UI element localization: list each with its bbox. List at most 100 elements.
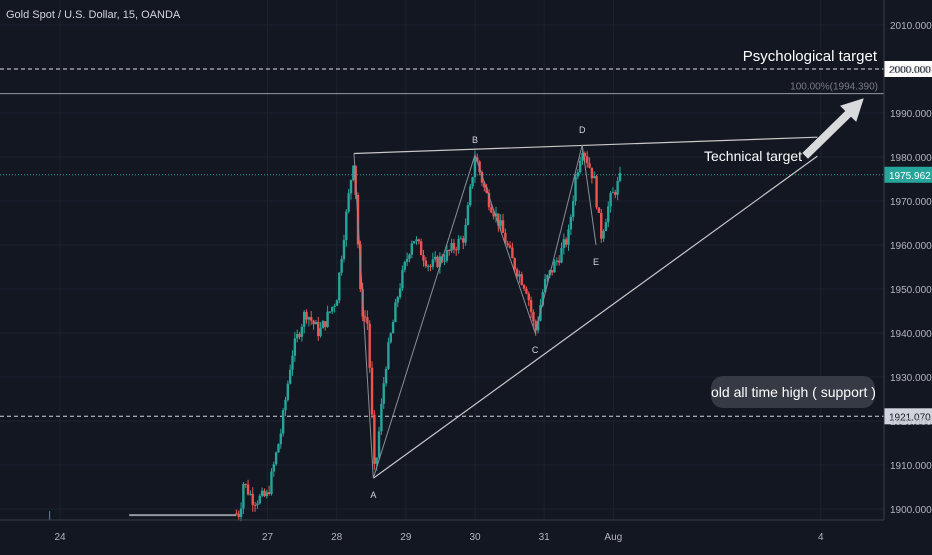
candle-body [256, 503, 259, 506]
candle-body [455, 249, 458, 251]
candle-body [487, 192, 491, 208]
candle-body [419, 241, 423, 256]
candle-body [267, 492, 271, 494]
current-price-label: 1975.962 [889, 171, 931, 182]
candle-body [412, 241, 416, 244]
candle-body [333, 305, 336, 307]
candle-body [436, 256, 439, 268]
y-tick-label: 1970.000 [890, 197, 932, 208]
candle-body [349, 180, 353, 194]
symbol-title: Gold Spot / U.S. Dollar, 15, OANDA [6, 9, 181, 21]
candle-body [387, 342, 390, 369]
x-tick-label: 27 [262, 532, 274, 543]
candle-body [422, 255, 425, 261]
support-note-bubble[interactable]: old all time high ( support ) [711, 376, 876, 408]
x-tick-label: 24 [54, 532, 66, 543]
candle-body [253, 504, 257, 506]
candle-body [426, 265, 430, 267]
candle-body [541, 292, 544, 306]
candle-body [614, 192, 617, 195]
candle-body [340, 259, 343, 273]
candle-body [618, 173, 622, 181]
pattern-label-d: D [579, 125, 586, 135]
candle-body [396, 297, 399, 303]
candle-body [546, 275, 549, 279]
abcde-zigzag [353, 144, 597, 479]
x-tick-label: 29 [400, 532, 412, 543]
candle-body [265, 492, 268, 497]
y-tick-label: 1940.000 [890, 329, 932, 340]
candle-body [607, 206, 610, 223]
candle-body [237, 513, 240, 518]
candle-body [303, 311, 306, 327]
candle-body [305, 311, 308, 320]
y-tick-label: 1930.000 [890, 373, 932, 384]
candle-body [569, 216, 573, 230]
pattern-label-e: E [593, 257, 599, 267]
level-2000-tag [884, 61, 932, 77]
candle-body [459, 238, 463, 240]
candle-body [347, 193, 350, 212]
candle-body [492, 212, 495, 217]
candle-body [401, 269, 404, 289]
candle-body [314, 321, 318, 325]
candle-body [249, 493, 252, 495]
candle-body [410, 243, 413, 255]
x-tick-label: 4 [818, 532, 824, 543]
grid-layer [0, 0, 884, 520]
candle-body [560, 247, 563, 263]
candle-body [471, 177, 474, 187]
x-tick-label: 31 [539, 532, 551, 543]
candle-body [331, 306, 334, 312]
candle-body [525, 288, 528, 294]
candle-body [600, 212, 603, 239]
candle-body [335, 300, 339, 306]
candle-body [466, 205, 470, 226]
y-tick-label: 1990.000 [890, 109, 932, 120]
candle-body [258, 495, 261, 504]
candle-body [616, 180, 619, 195]
candle-body [536, 320, 540, 331]
candle-body [239, 508, 243, 518]
candle-body [291, 355, 294, 370]
candle-body [405, 258, 409, 262]
candle-body [429, 265, 432, 267]
candle-body [457, 238, 460, 251]
candle-body [450, 242, 453, 251]
candle-body [368, 323, 371, 368]
candle-body [576, 172, 580, 177]
candle-body [494, 213, 498, 217]
candle-body [277, 444, 280, 453]
candle-body [490, 207, 493, 213]
candle-body [579, 160, 582, 173]
pattern-label-c: C [532, 345, 539, 355]
candle-body [462, 238, 465, 243]
candle-body [352, 165, 355, 181]
candle-body [480, 172, 484, 183]
candle-body [511, 247, 514, 259]
candle-body [408, 254, 411, 259]
candle-body [543, 278, 547, 293]
candle-body [534, 321, 537, 331]
candle-body [478, 161, 481, 173]
candle-body [380, 403, 383, 432]
candle-body [293, 338, 297, 356]
candle-body [555, 260, 559, 262]
candle-body [398, 288, 402, 298]
candle-body [281, 410, 285, 434]
candle-body [567, 229, 570, 245]
candle-body [518, 274, 521, 277]
candle-body [433, 256, 437, 260]
candle-body [377, 431, 381, 458]
candle-body [464, 225, 467, 243]
candle-body [443, 260, 446, 262]
candle-body [286, 383, 290, 400]
candle-body [274, 452, 278, 465]
candle-body [501, 220, 505, 233]
y-tick-label: 1910.000 [890, 461, 932, 472]
candle-body [571, 201, 575, 217]
candle-body [263, 490, 266, 497]
candle-body [602, 230, 605, 239]
